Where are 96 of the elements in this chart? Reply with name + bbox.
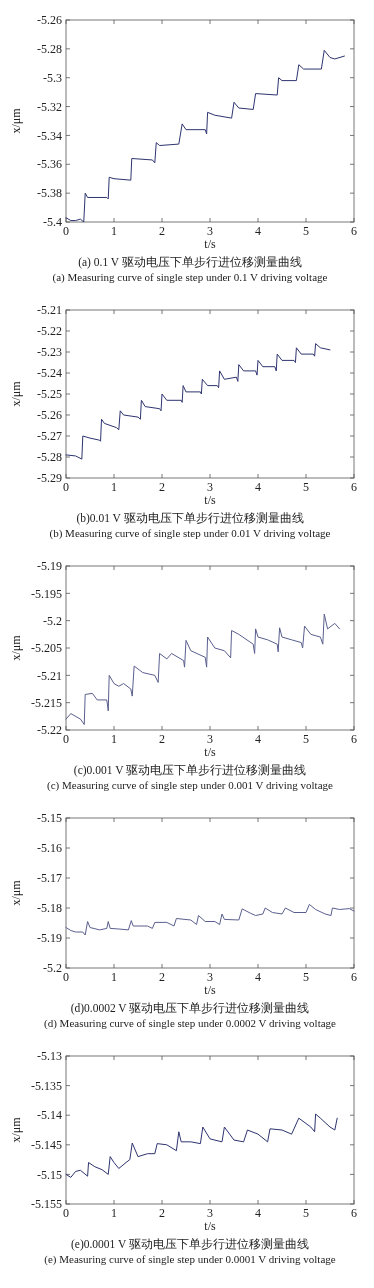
y-tick-label: -5.21	[37, 303, 62, 318]
line-series	[65, 613, 341, 726]
y-tick-label: -5.38	[37, 186, 62, 201]
y-tick-label: -5.26	[37, 13, 62, 28]
x-tick-label: 2	[159, 970, 165, 984]
y-tick-label: -5.28	[37, 450, 62, 465]
x-tick-label: 3	[207, 732, 213, 746]
text: (e) Measuring curve of single step under 0.0001 V driving voltage	[44, 1253, 336, 1266]
x-tick-label: 5	[303, 480, 309, 494]
x-tick-label: 1	[111, 224, 117, 238]
x-tick-label: 0	[63, 970, 69, 984]
y-tick-label: -5.19	[37, 559, 62, 574]
y-tick-label: -5.28	[37, 42, 62, 57]
y-tick-label: -5.205	[31, 641, 62, 656]
y-tick-label: -5.145	[31, 1138, 62, 1152]
y-tick-label: -5.17	[37, 871, 62, 886]
x-tick-label: 3	[207, 224, 213, 238]
y-tick-label: -5.155	[31, 1197, 62, 1212]
x-tick-label: 6	[351, 224, 357, 238]
y-tick-label: -5.24	[37, 366, 62, 381]
y-tick-label: -5.2	[43, 613, 62, 628]
x-tick-label: 6	[351, 480, 357, 494]
y-tick-label: -5.13	[37, 1049, 62, 1064]
y-axis-title: x/μm	[9, 634, 23, 661]
y-tick-label: -5.29	[37, 471, 62, 486]
y-tick-label: -5.15	[37, 1167, 62, 1182]
y-tick-label: -5.195	[31, 586, 62, 601]
y-axis-title: x/μm	[9, 380, 23, 407]
x-tick-label: 3	[207, 970, 213, 984]
y-tick-label: -5.27	[37, 429, 62, 444]
x-tick-label: 4	[255, 480, 261, 494]
x-tick-label: 0	[63, 480, 69, 494]
x-tick-label: 2	[159, 480, 165, 494]
y-tick-label: -5.22	[37, 324, 62, 339]
x-tick-label: 6	[351, 732, 357, 746]
line-series	[65, 1113, 338, 1178]
x-tick-label: 1	[111, 480, 117, 494]
x-tick-label: 2	[159, 1206, 165, 1220]
y-tick-label: -5.135	[31, 1078, 62, 1093]
x-axis-title: t/s	[204, 493, 216, 507]
text: (c)0.001 V 驱动电压下单步行进位移测量曲线	[73, 764, 307, 777]
line-series	[65, 343, 331, 460]
x-tick-label: 3	[207, 480, 213, 494]
y-tick-label: -5.14	[37, 1108, 62, 1123]
x-tick-label: 1	[111, 970, 117, 984]
x-tick-label: 5	[303, 224, 309, 238]
x-tick-label: 4	[255, 1206, 261, 1220]
y-tick-label: -5.25	[37, 387, 62, 402]
x-tick-label: 0	[63, 732, 69, 746]
y-axis-title: x/μm	[9, 879, 23, 906]
x-tick-label: 2	[159, 732, 165, 746]
x-axis-title: t/s	[204, 745, 216, 759]
x-axis-title: t/s	[204, 1219, 216, 1233]
text: (d)0.0002 V 驱动电压下单步行进位移测量曲线	[70, 1002, 310, 1015]
y-tick-label: -5.21	[37, 668, 62, 683]
text: (a) Measuring curve of single step under 0.1 V driving voltage	[52, 271, 328, 284]
x-tick-label: 5	[303, 970, 309, 984]
y-tick-label: -5.3	[43, 70, 62, 85]
x-axis-title: t/s	[204, 237, 216, 251]
y-tick-label: -5.32	[37, 99, 62, 114]
x-tick-label: 5	[303, 1206, 309, 1220]
text: (e)0.0001 V 驱动电压下单步行进位移测量曲线	[70, 1238, 310, 1251]
line-series	[65, 903, 355, 936]
x-tick-label: 0	[63, 1206, 69, 1220]
x-tick-label: 4	[255, 970, 261, 984]
x-axis-title: t/s	[204, 983, 216, 997]
x-tick-label: 6	[351, 1206, 357, 1220]
text: (d) Measuring curve of single step under 0.0002 V driving voltage	[44, 1017, 337, 1030]
y-tick-label: -5.22	[37, 723, 62, 738]
y-tick-label: -5.19	[37, 931, 62, 946]
y-tick-label: -5.34	[37, 128, 62, 143]
y-tick-label: -5.215	[31, 695, 62, 710]
text: (a) 0.1 V 驱动电压下单步行进位移测量曲线	[78, 256, 302, 269]
y-axis-title: x/μm	[9, 1116, 23, 1143]
x-tick-label: 1	[111, 1206, 117, 1220]
y-axis-title: x/μm	[9, 107, 23, 134]
line-series	[65, 49, 345, 223]
y-tick-label: -5.4	[43, 215, 62, 230]
x-tick-label: 2	[159, 224, 165, 238]
text: (b) Measuring curve of single step under 0.01 V driving voltage	[49, 527, 331, 540]
y-tick-label: -5.36	[37, 157, 62, 172]
x-tick-label: 1	[111, 732, 117, 746]
text: (b)0.01 V 驱动电压下单步行进位移测量曲线	[76, 512, 304, 525]
x-tick-label: 3	[207, 1206, 213, 1220]
x-tick-label: 4	[255, 732, 261, 746]
y-tick-label: -5.15	[37, 811, 62, 826]
text: (c) Measuring curve of single step under 0.001 V driving voltage	[47, 779, 334, 792]
x-tick-label: 6	[351, 970, 357, 984]
y-tick-label: -5.26	[37, 408, 62, 423]
x-tick-label: 0	[63, 224, 69, 238]
y-tick-label: -5.23	[37, 345, 62, 360]
x-tick-label: 5	[303, 732, 309, 746]
y-tick-label: -5.16	[37, 841, 62, 856]
y-tick-label: -5.2	[43, 961, 62, 976]
y-tick-label: -5.18	[37, 901, 62, 916]
x-tick-label: 4	[255, 224, 261, 238]
